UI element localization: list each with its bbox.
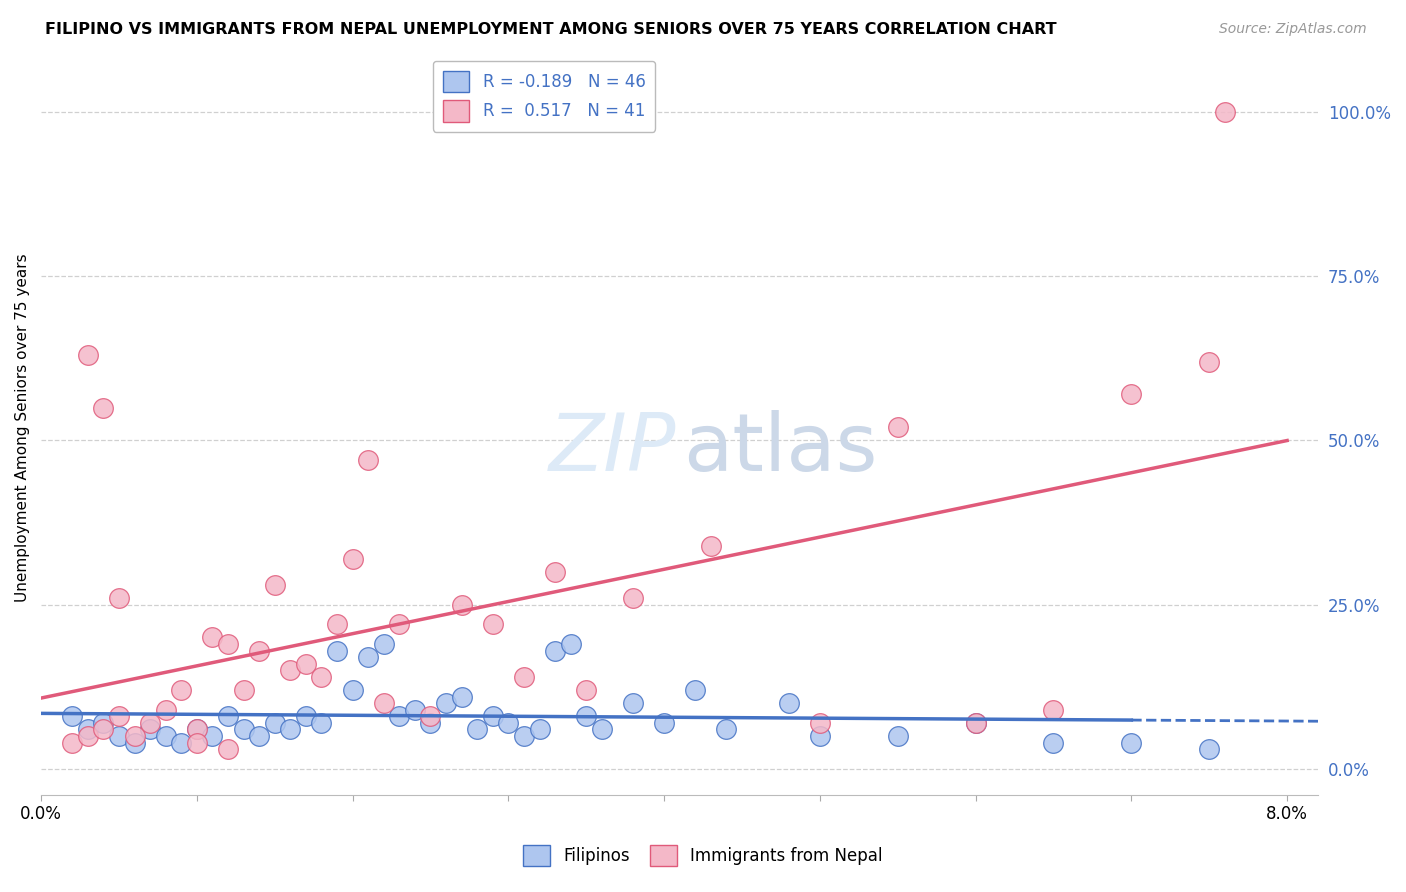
Point [404,703,426,717]
Legend: Filipinos, Immigrants from Nepal: Filipinos, Immigrants from Nepal [517,838,889,873]
Point [295,657,318,671]
Point [1213,105,1236,120]
Point [170,735,193,749]
Point [450,598,472,612]
Point [575,683,598,698]
Point [76,723,98,737]
Text: atlas: atlas [683,410,877,489]
Point [560,637,582,651]
Point [342,551,364,566]
Point [373,696,395,710]
Point [450,690,472,704]
Point [575,709,598,723]
Point [887,729,910,743]
Point [591,723,613,737]
Point [201,729,224,743]
Point [139,715,162,730]
Point [124,735,146,749]
Point [186,735,208,749]
Text: FILIPINO VS IMMIGRANTS FROM NEPAL UNEMPLOYMENT AMONG SENIORS OVER 75 YEARS CORRE: FILIPINO VS IMMIGRANTS FROM NEPAL UNEMPL… [45,22,1057,37]
Point [232,683,254,698]
Point [965,715,987,730]
Point [217,742,239,756]
Point [263,715,285,730]
Point [1121,387,1143,401]
Point [263,578,285,592]
Point [808,715,831,730]
Point [778,696,800,710]
Point [529,723,551,737]
Point [93,715,115,730]
Point [716,723,738,737]
Point [388,617,411,632]
Point [434,696,457,710]
Point [621,696,644,710]
Point [311,670,333,684]
Point [1198,354,1220,368]
Point [357,453,380,467]
Point [186,723,208,737]
Point [139,723,162,737]
Point [965,715,987,730]
Point [278,723,301,737]
Point [155,703,177,717]
Point [808,729,831,743]
Point [247,643,270,657]
Point [685,683,707,698]
Point [373,637,395,651]
Point [465,723,488,737]
Point [1121,735,1143,749]
Point [481,617,503,632]
Point [1042,703,1064,717]
Point [93,401,115,415]
Legend: R = -0.189   N = 46, R =  0.517   N = 41: R = -0.189 N = 46, R = 0.517 N = 41 [433,61,655,132]
Point [342,683,364,698]
Point [217,709,239,723]
Point [357,650,380,665]
Y-axis label: Unemployment Among Seniors over 75 years: Unemployment Among Seniors over 75 years [15,253,30,601]
Point [1042,735,1064,749]
Point [544,565,567,579]
Point [76,348,98,362]
Point [247,729,270,743]
Point [295,709,318,723]
Point [311,715,333,730]
Point [278,663,301,677]
Point [108,709,131,723]
Point [60,709,83,723]
Point [388,709,411,723]
Point [217,637,239,651]
Point [124,729,146,743]
Point [419,709,441,723]
Point [232,723,254,737]
Point [544,643,567,657]
Text: Source: ZipAtlas.com: Source: ZipAtlas.com [1219,22,1367,37]
Point [76,729,98,743]
Point [186,723,208,737]
Point [621,591,644,605]
Point [1198,742,1220,756]
Point [481,709,503,723]
Text: ZIP: ZIP [548,410,676,489]
Point [513,670,536,684]
Point [201,631,224,645]
Point [513,729,536,743]
Point [170,683,193,698]
Point [652,715,675,730]
Point [326,617,349,632]
Point [419,715,441,730]
Point [326,643,349,657]
Point [108,591,131,605]
Point [155,729,177,743]
Point [887,420,910,434]
Point [93,723,115,737]
Point [498,715,520,730]
Point [700,539,723,553]
Point [60,735,83,749]
Point [108,729,131,743]
